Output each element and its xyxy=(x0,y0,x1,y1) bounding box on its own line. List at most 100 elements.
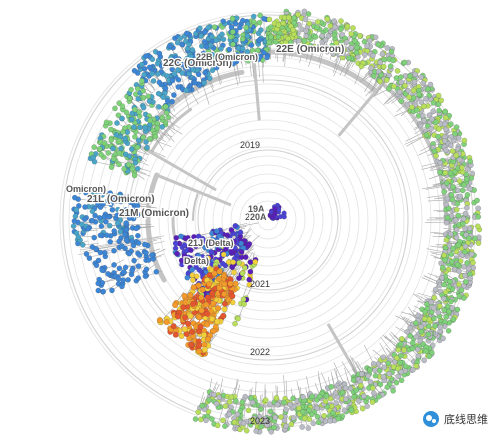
tree-tip xyxy=(333,400,340,406)
tree-branch xyxy=(430,167,451,171)
tree-tip xyxy=(443,314,450,320)
tree-tip xyxy=(446,242,453,249)
tree-tip xyxy=(226,411,233,418)
tree-tip xyxy=(411,79,418,85)
tree-tip xyxy=(267,408,274,415)
tree-tip xyxy=(367,366,373,373)
tree-tip xyxy=(149,56,156,63)
tree-branch xyxy=(412,293,428,305)
tree-tip xyxy=(407,324,413,331)
tree-tip xyxy=(306,20,313,27)
tree-tip xyxy=(453,248,460,255)
tree-tip xyxy=(275,34,282,40)
tree-tip xyxy=(395,373,402,380)
tree-tip xyxy=(112,105,118,112)
tree-tip xyxy=(116,161,122,168)
tree-tip xyxy=(385,86,392,92)
tree-branch xyxy=(308,46,316,68)
tree-tip xyxy=(470,259,476,266)
tree-tip xyxy=(159,114,166,121)
tree-tip xyxy=(206,75,213,82)
tree-tip xyxy=(350,25,356,31)
tree-tip xyxy=(455,212,462,219)
tree-tip xyxy=(133,225,139,232)
tree-tip xyxy=(423,132,430,138)
tree-tip xyxy=(435,309,442,316)
tree-tip xyxy=(401,59,408,66)
time-ring xyxy=(158,110,378,330)
tree-tip xyxy=(448,251,455,257)
clade-label-21l: 21L (Omicron) xyxy=(87,194,155,205)
tree-tip xyxy=(204,310,211,317)
tree-tip xyxy=(453,226,460,233)
tree-tip xyxy=(348,407,355,414)
tree-tip xyxy=(202,69,208,76)
tree-tip xyxy=(192,416,199,422)
tree-tip xyxy=(275,42,282,49)
tree-tip xyxy=(404,101,411,108)
year-ring xyxy=(197,149,339,291)
tree-tip xyxy=(231,269,237,276)
tree-tip xyxy=(308,411,315,418)
tree-tip xyxy=(469,170,476,177)
tree-branch xyxy=(375,79,387,95)
tree-tip xyxy=(219,260,226,267)
tree-tip xyxy=(439,274,445,281)
tree-tip xyxy=(377,59,384,66)
tree-tip xyxy=(295,11,301,18)
tree-tip xyxy=(134,165,141,172)
tree-tip xyxy=(232,280,239,287)
tree-tip xyxy=(437,169,443,176)
tree-tip xyxy=(283,423,289,429)
tree-tip xyxy=(169,77,176,84)
tree-tip xyxy=(305,11,312,17)
tree-branch xyxy=(423,274,439,283)
tree-tip xyxy=(324,16,331,22)
tree-tip xyxy=(436,303,443,309)
tree-tip xyxy=(239,17,246,24)
tree-tip xyxy=(134,85,141,92)
tree-tip xyxy=(89,208,96,215)
tree-tip xyxy=(220,417,226,424)
tree-tip xyxy=(430,108,437,114)
tree-tip xyxy=(310,420,317,427)
tree-tip xyxy=(177,35,184,41)
tree-tip xyxy=(120,269,127,275)
tree-tip xyxy=(435,92,442,99)
tree-tip xyxy=(387,63,394,69)
tree-tip xyxy=(258,406,264,413)
tree-tip xyxy=(441,252,447,259)
tree-tip xyxy=(141,66,148,72)
tree-tip xyxy=(128,146,135,152)
tree-tip xyxy=(437,159,444,166)
tree-tip xyxy=(103,218,109,225)
tree-branch xyxy=(233,63,239,86)
tree-tip xyxy=(195,409,201,415)
tree-branch xyxy=(354,66,362,85)
tree-tip xyxy=(183,87,190,94)
tree-branch xyxy=(427,194,451,198)
tree-tip xyxy=(428,125,435,132)
clade-label-22b: 22B (Omicron) xyxy=(196,52,258,62)
tree-branch xyxy=(202,83,210,105)
tree-tip xyxy=(429,116,435,122)
tree-tip xyxy=(216,268,223,275)
tree-tip xyxy=(236,275,242,282)
tree-tip xyxy=(156,50,163,57)
tree-tip xyxy=(91,189,98,195)
tree-tip xyxy=(290,395,296,402)
tree-tip xyxy=(448,142,454,149)
tree-tip xyxy=(200,332,207,339)
tree-tip xyxy=(239,46,246,52)
tree-tip xyxy=(343,396,349,403)
tree-tip xyxy=(129,238,136,244)
tree-tip xyxy=(394,68,401,74)
tree-branch xyxy=(251,57,255,79)
tree-tip xyxy=(365,373,371,379)
tree-tip xyxy=(344,39,350,45)
tree-tip xyxy=(409,340,416,346)
tree-tip xyxy=(327,418,333,424)
tree-tip xyxy=(155,104,162,110)
tree-tip xyxy=(456,156,463,163)
tree-tip xyxy=(413,363,420,369)
